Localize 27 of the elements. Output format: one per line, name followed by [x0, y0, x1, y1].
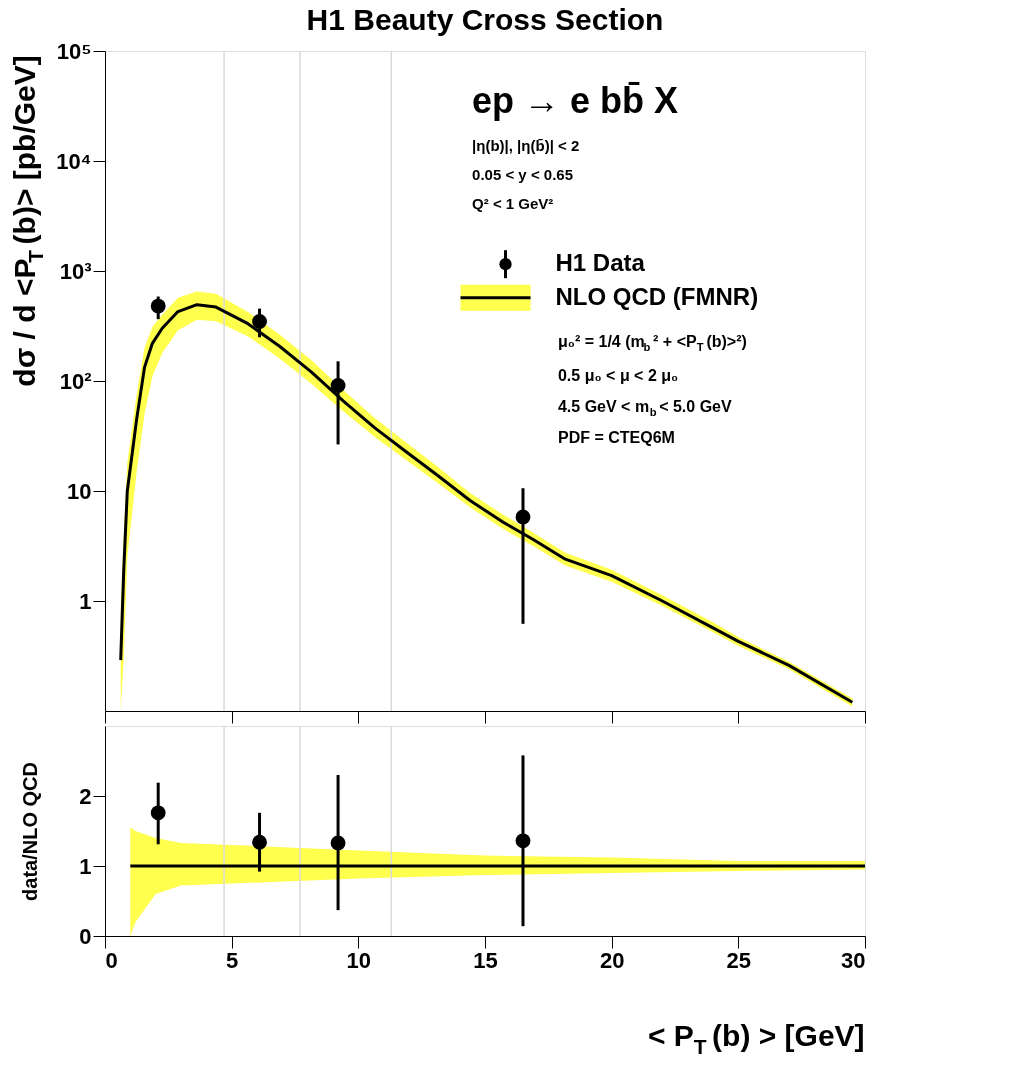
y-tick-label: 10	[67, 478, 92, 504]
chart-title: H1 Beauty Cross Section	[306, 3, 664, 36]
legend-label: NLO QCD (FMNR)	[555, 282, 759, 310]
y-tick-label: 10³	[59, 258, 92, 284]
annotation: ep → e bb̄ X	[472, 80, 679, 122]
annotation: PDF = CTEQ6M	[557, 428, 675, 446]
annotation: |η(b)|, |η(b̄)| < 2	[472, 137, 580, 155]
y-tick-label: 10²	[59, 368, 92, 394]
x-tick-label: 0	[105, 947, 118, 973]
x-tick-label: 20	[599, 947, 625, 973]
y-tick-label: 10⁵	[56, 38, 92, 64]
annotation: 0.5 μ₀ < μ < 2 μ₀	[557, 367, 679, 385]
x-tick-label: 15	[473, 947, 498, 973]
y-tick-label: 10⁴	[56, 148, 92, 174]
y-axis-title: data/NLO QCD	[19, 762, 41, 901]
x-tick-label: 30	[841, 947, 866, 973]
annotation: Q² < 1 GeV²	[472, 195, 554, 213]
annotation: 0.05 < y < 0.65	[472, 166, 573, 184]
x-tick-label: 5	[226, 947, 239, 973]
y-tick-label: 0	[79, 923, 92, 949]
y-tick-label: 1	[79, 853, 92, 879]
y-tick-label: 2	[79, 783, 92, 809]
x-tick-label: 10	[346, 947, 372, 973]
x-tick-label: 25	[726, 947, 752, 973]
y-tick-label: 1	[79, 588, 92, 614]
y-axis-title: dσ / d <PT(b)> [pb/GeV]	[8, 55, 47, 387]
legend-label: H1 Data	[555, 249, 646, 277]
